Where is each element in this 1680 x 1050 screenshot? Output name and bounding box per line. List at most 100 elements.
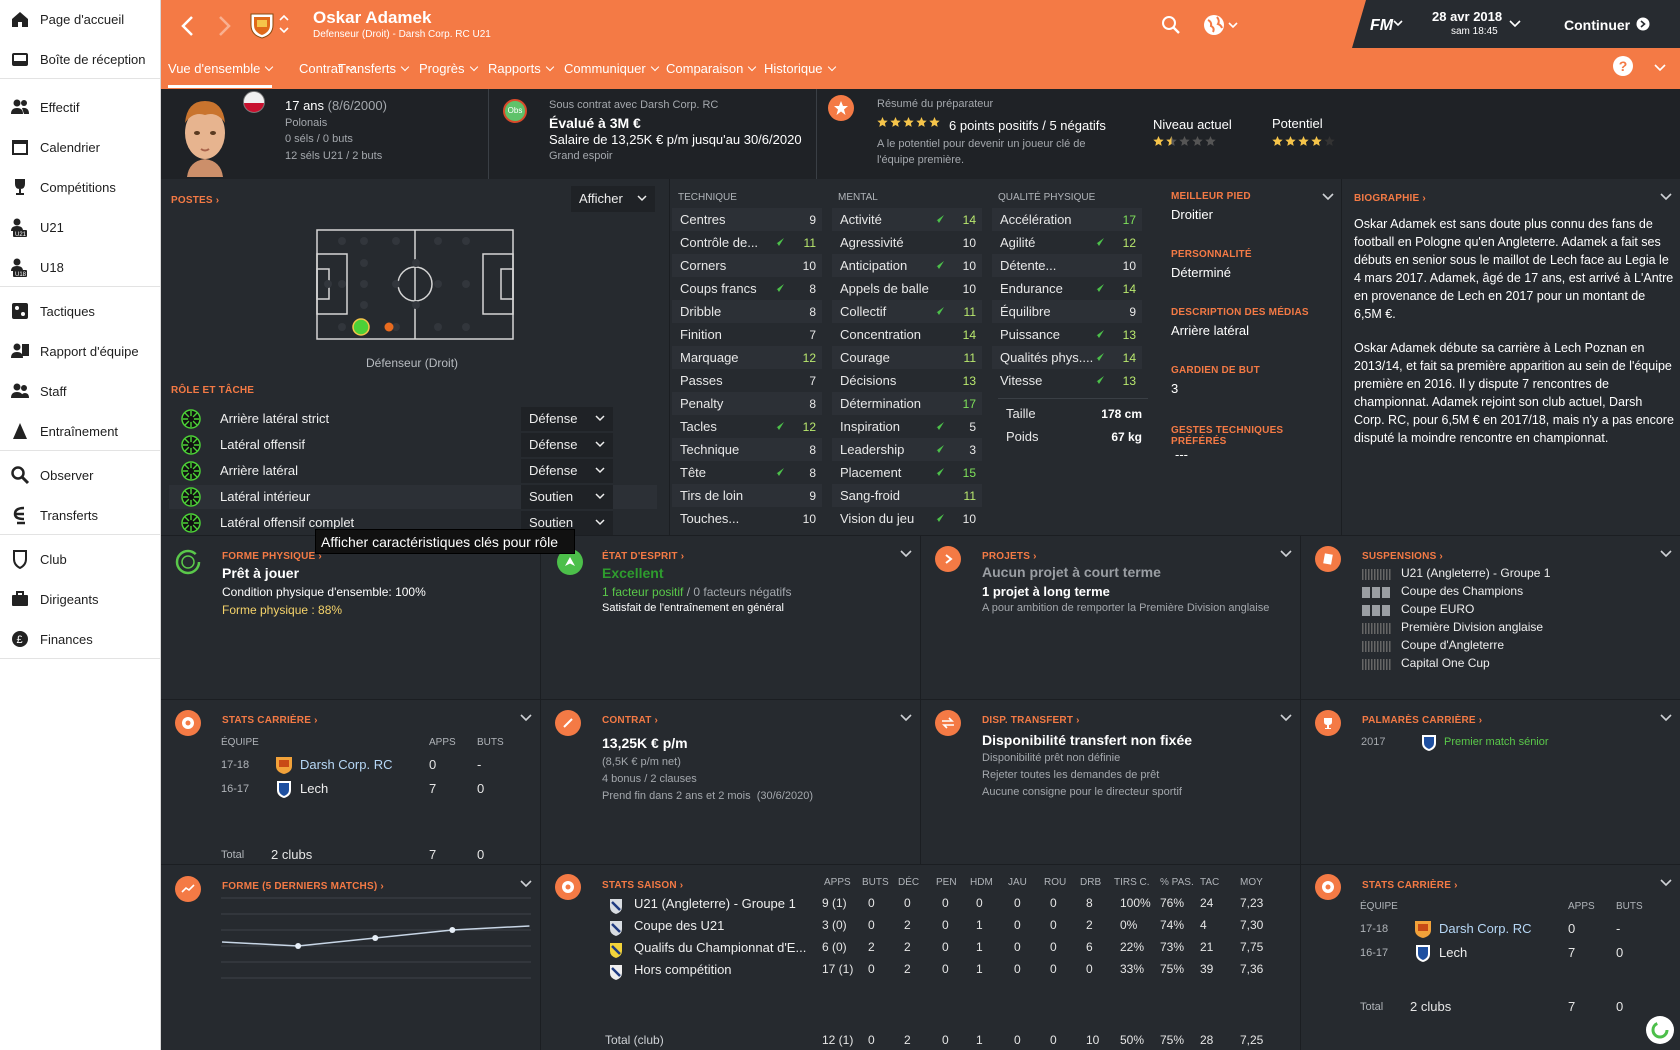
fitness-title[interactable]: FORME PHYSIQUE › [222, 551, 322, 562]
attribute-row[interactable]: Qualités phys.... 14 [992, 346, 1142, 369]
attribute-row[interactable]: Agressivité 10 [832, 231, 982, 254]
attribute-row[interactable]: Appels de balle 10 [832, 277, 982, 300]
tab-1[interactable]: Contrat [299, 61, 354, 76]
suspension-competition[interactable]: Coupe d'Angleterre [1401, 638, 1505, 652]
tab-2[interactable]: Transferts [338, 61, 408, 76]
career-team[interactable]: Lech [300, 781, 329, 796]
attribute-row[interactable]: Activité 14 [832, 208, 982, 231]
search-icon[interactable] [1161, 15, 1181, 35]
competition-name[interactable]: Hors compétition [634, 962, 732, 977]
sidebar-item-u18[interactable]: U18 U18 [0, 249, 160, 285]
contract-title[interactable]: CONTRAT › [602, 715, 659, 726]
chevron-down-icon[interactable] [1660, 193, 1672, 202]
biography-title[interactable]: BIOGRAPHIE › [1354, 193, 1426, 204]
career-stats-title-2[interactable]: STATS CARRIÈRE › [1362, 880, 1458, 891]
forward-button[interactable] [213, 14, 235, 38]
attribute-row[interactable]: Finition 7 [672, 323, 822, 346]
back-button[interactable] [177, 14, 199, 38]
sidebar-item-trophy[interactable]: Compétitions [0, 169, 160, 205]
attribute-row[interactable]: Tête 8 [672, 461, 822, 484]
season-col-header[interactable]: HDM [970, 877, 993, 888]
attribute-row[interactable]: Puissance 13 [992, 323, 1142, 346]
career-team[interactable]: Lech [1439, 945, 1468, 960]
tab-0[interactable]: Vue d'ensemble [168, 61, 272, 76]
sidebar-item-tactics[interactable]: Tactiques [0, 293, 160, 329]
attribute-row[interactable]: Technique 8 [672, 438, 822, 461]
club-switch-arrows-icon[interactable] [279, 13, 289, 35]
role-row[interactable]: Arrière latéral Défense [169, 459, 657, 483]
attribute-row[interactable]: Vision du jeu 10 [832, 507, 982, 530]
scout-obs-badge[interactable]: Obs [503, 99, 527, 123]
attribute-row[interactable]: Courage 11 [832, 346, 982, 369]
season-col-header[interactable]: % PAS. [1160, 877, 1194, 888]
duty-dropdown[interactable]: Défense [521, 407, 613, 431]
role-row[interactable]: Latéral intérieur Soutien [169, 485, 657, 509]
attribute-row[interactable]: Tirs de loin 9 [672, 484, 822, 507]
attribute-row[interactable]: Équilibre 9 [992, 300, 1142, 323]
competition-name[interactable]: Qualifs du Championnat d'E... [634, 940, 807, 955]
role-row[interactable]: Arrière latéral strict Défense [169, 407, 657, 431]
honours-title[interactable]: PALMARÈS CARRIÈRE › [1362, 715, 1483, 726]
form-title[interactable]: FORME (5 DERNIERS MATCHS) › [222, 881, 384, 892]
sidebar-item-squad[interactable]: Effectif [0, 89, 160, 125]
sidebar-item-staff[interactable]: Staff [0, 373, 160, 409]
chevron-down-icon[interactable] [1660, 550, 1672, 559]
attribute-row[interactable]: Accélération 17 [992, 208, 1142, 231]
attribute-row[interactable]: Corners 10 [672, 254, 822, 277]
competition-name[interactable]: Coupe des U21 [634, 918, 725, 933]
season-col-header[interactable]: MOY [1240, 877, 1263, 888]
attribute-row[interactable]: Concentration 14 [832, 323, 982, 346]
career-team[interactable]: Darsh Corp. RC [1439, 921, 1532, 936]
fm-menu-button[interactable]: FM [1352, 0, 1412, 48]
sidebar-item-inbox[interactable]: Boîte de réception [0, 41, 160, 77]
duty-dropdown[interactable]: Soutien [521, 485, 613, 509]
chevron-down-icon[interactable] [1280, 550, 1292, 559]
attribute-row[interactable]: Coups francs 8 [672, 277, 822, 300]
attribute-row[interactable]: Anticipation 10 [832, 254, 982, 277]
chevron-down-icon[interactable] [1660, 714, 1672, 723]
season-col-header[interactable]: TAC [1200, 877, 1220, 888]
sidebar-item-board[interactable]: Dirigeants [0, 581, 160, 617]
duty-dropdown[interactable]: Défense [521, 459, 613, 483]
season-stats-title[interactable]: STATS SAISON › [602, 880, 684, 891]
role-row[interactable]: Latéral offensif Défense [169, 433, 657, 457]
season-col-header[interactable]: JAU [1008, 877, 1027, 888]
show-dropdown[interactable]: Afficher [571, 186, 655, 212]
chevron-down-icon[interactable] [1660, 879, 1672, 888]
suspension-competition[interactable]: Première Division anglaise [1401, 620, 1544, 634]
club-crest-icon[interactable] [249, 11, 275, 39]
sidebar-item-finances[interactable]: £ Finances [0, 621, 160, 657]
attribute-row[interactable]: Leadership 3 [832, 438, 982, 461]
attribute-row[interactable]: Touches... 10 [672, 507, 822, 530]
sidebar-item-transfers[interactable]: Transferts [0, 497, 160, 533]
sidebar-item-training[interactable]: Entraînement [0, 413, 160, 449]
positions-title[interactable]: POSTES › [171, 195, 220, 206]
suspensions-title[interactable]: SUSPENSIONS › [1362, 551, 1443, 562]
chevron-down-icon[interactable] [1280, 714, 1292, 723]
season-col-header[interactable]: PEN [936, 877, 957, 888]
attribute-row[interactable]: Penalty 8 [672, 392, 822, 415]
sidebar-item-team-report[interactable]: Rapport d'équipe [0, 333, 160, 369]
chevron-down-icon[interactable] [900, 714, 912, 723]
suspension-competition[interactable]: U21 (Angleterre) - Groupe 1 [1401, 566, 1551, 580]
sidebar-item-calendar[interactable]: Calendrier [0, 129, 160, 165]
attribute-row[interactable]: Contrôle de... 11 [672, 231, 822, 254]
attribute-row[interactable]: Marquage 12 [672, 346, 822, 369]
season-col-header[interactable]: DRB [1080, 877, 1102, 888]
attribute-row[interactable]: Placement 15 [832, 461, 982, 484]
date-button[interactable]: 28 avr 2018 sam 18:45 [1411, 0, 1529, 48]
attribute-row[interactable]: Agilité 12 [992, 231, 1142, 254]
chevron-down-icon[interactable] [1322, 193, 1334, 202]
attribute-row[interactable]: Détermination 17 [832, 392, 982, 415]
attribute-row[interactable]: Collectif 11 [832, 300, 982, 323]
chevron-down-icon[interactable] [1654, 63, 1666, 73]
attribute-row[interactable]: Détente... 10 [992, 254, 1142, 277]
help-icon[interactable]: ? [1613, 56, 1633, 76]
coach-report-icon[interactable] [828, 95, 854, 121]
continue-button[interactable]: Continuer [1529, 0, 1680, 48]
sidebar-item-home[interactable]: Page d'accueil [0, 1, 160, 37]
career-stats-title[interactable]: STATS CARRIÈRE › [222, 715, 318, 726]
suspension-competition[interactable]: Coupe EURO [1401, 602, 1475, 616]
season-col-header[interactable]: ROU [1044, 877, 1067, 888]
competition-name[interactable]: U21 (Angleterre) - Groupe 1 [634, 896, 796, 911]
